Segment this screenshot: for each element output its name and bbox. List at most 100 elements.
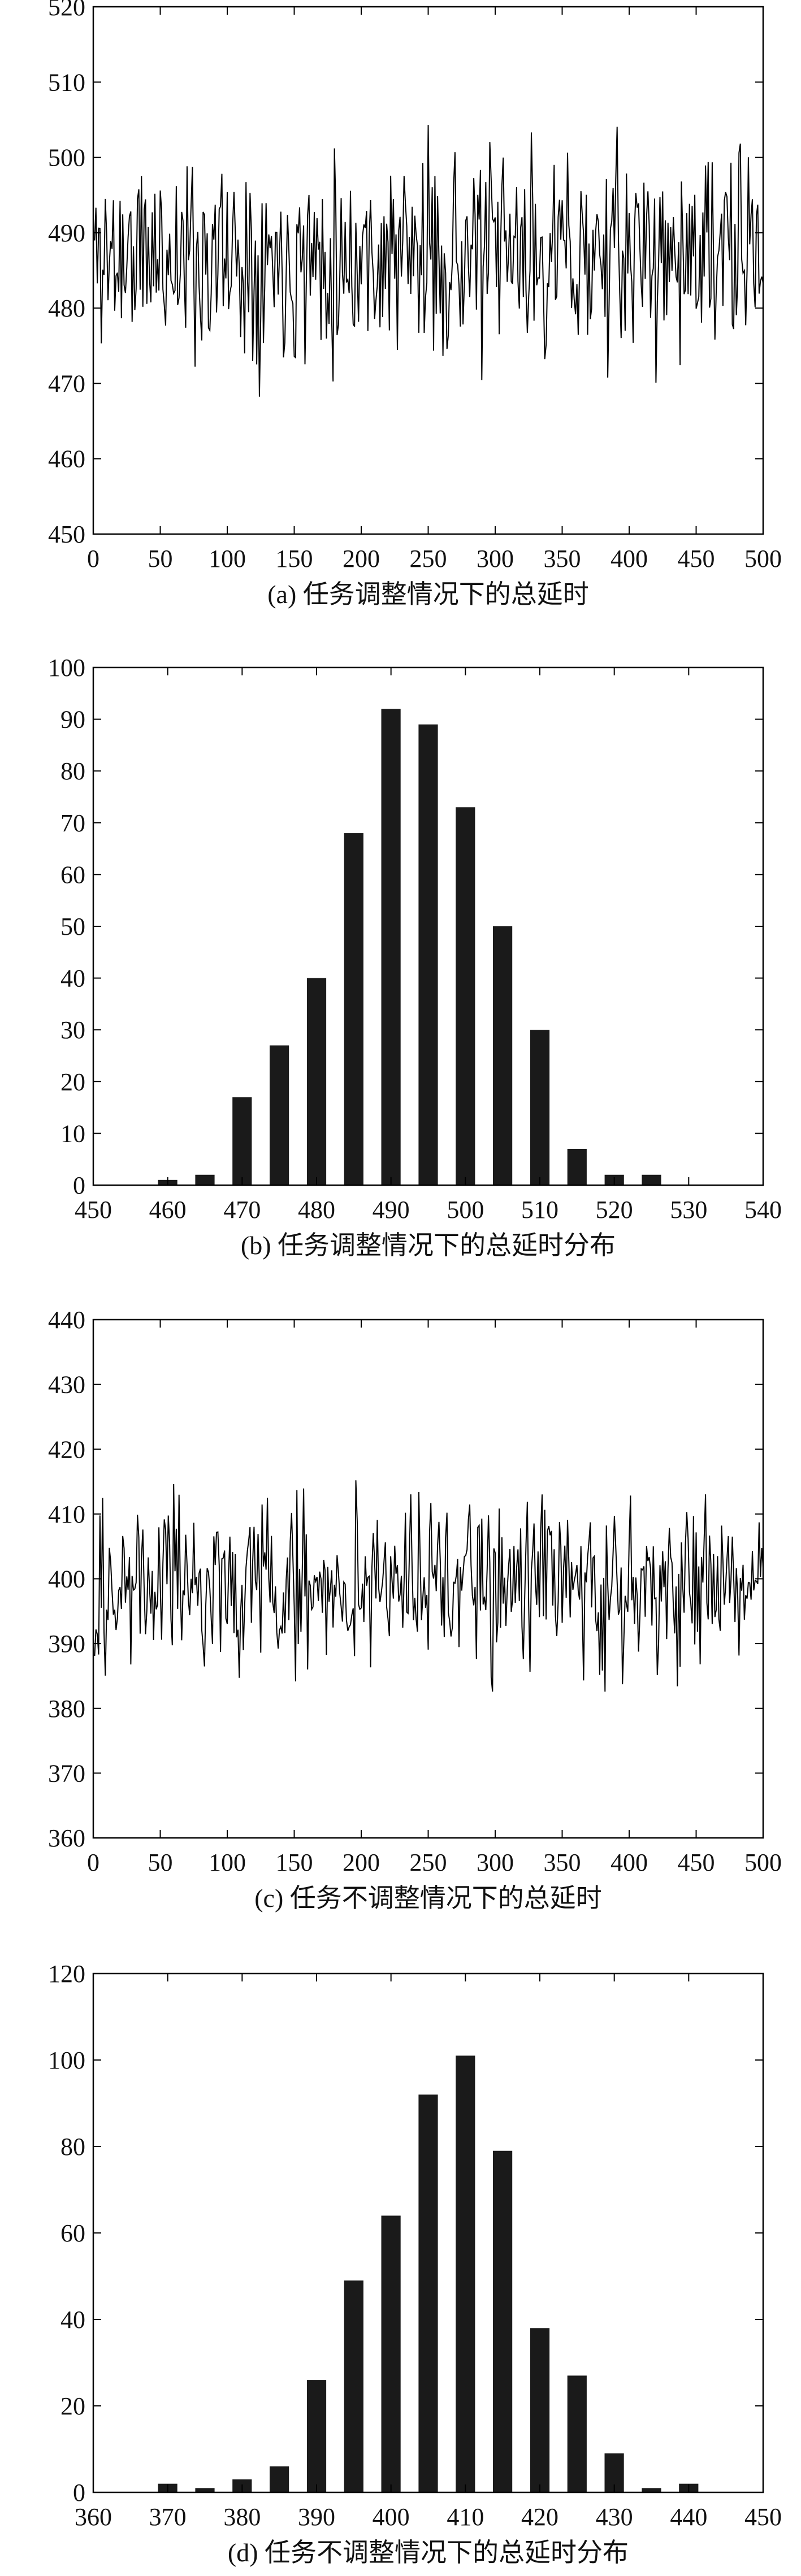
histogram-bar [567,2375,587,2492]
x-tick-label: 400 [373,2503,410,2531]
y-tick-label: 90 [60,706,85,734]
histogram-bar [306,978,327,1185]
x-tick-label: 500 [744,1849,782,1876]
y-tick-label: 50 [60,913,85,940]
x-tick-label: 370 [149,2503,187,2531]
x-tick-label: 400 [611,1849,648,1876]
plot-frame [92,666,764,1186]
x-tick-label: 300 [477,545,514,573]
histogram-bar [456,2055,475,2492]
y-tick-label: 120 [48,1960,85,1988]
series-line [94,1480,764,1692]
series-line [94,125,764,397]
histogram-bar [344,833,363,1185]
x-tick-label: 450 [678,1849,715,1876]
histogram-bar [195,1174,215,1185]
x-tick-label: 540 [744,1196,782,1224]
x-tick-label: 420 [521,2503,558,2531]
x-tick-label: 200 [343,545,380,573]
x-tick-label: 100 [209,545,246,573]
x-tick-label: 150 [276,545,313,573]
y-tick-label: 490 [48,219,85,247]
histogram-bar [195,2488,215,2492]
y-tick-label: 440 [48,1306,85,1334]
histogram-bar [493,2150,513,2492]
histogram-bar [232,1097,252,1185]
chart-panel-a: 0 50 100 150 200 250 300 350 400 450 500 450 460 470 4… [48,0,782,609]
histogram-bar [306,2380,327,2492]
histogram-bar [642,1174,661,1185]
y-tick-label: 470 [48,370,85,397]
y-tick-label: 20 [60,2392,85,2420]
histogram-bar [567,1148,587,1185]
y-tick-label: 460 [48,445,85,473]
y-tick-label: 520 [48,0,85,21]
histogram-bar [344,2280,363,2492]
y-tick-label: 370 [48,1759,85,1787]
y-tick-label: 80 [60,757,85,785]
x-tick-label: 0 [87,545,99,573]
y-tick-label: 100 [48,2046,85,2074]
x-tick-label: 0 [87,1849,99,1876]
y-tick-label: 30 [60,1016,85,1044]
y-tick-label: 10 [60,1120,85,1147]
x-tick-label: 500 [447,1196,484,1224]
histogram-bar [270,1045,289,1185]
y-tick-label: 420 [48,1436,85,1463]
y-tick-label: 100 [48,654,85,682]
y-tick-label: 40 [60,2306,85,2334]
chart-panel-b: 450 460 470 480 490 500 510 520 530 540 0 10 20 30 40 5… [48,654,782,1260]
x-tick-label: 440 [670,2503,707,2531]
y-tick-label: 500 [48,144,85,172]
y-tick-label: 0 [73,2479,85,2506]
y-tick-label: 450 [48,521,85,548]
plot-frame [92,6,764,535]
x-tick-label: 100 [209,1849,246,1876]
y-tick-label: 410 [48,1501,85,1528]
plot-frame [92,1319,764,1839]
chart-panel-d: 360 370 380 390 400 410 420 430 440 450 0 20 40 60 80 1… [48,1960,782,2567]
x-tick-label: 250 [410,1849,447,1876]
y-tick-label: 40 [60,965,85,992]
x-tick-label: 450 [744,2503,782,2531]
y-tick-label: 380 [48,1695,85,1723]
y-tick-label: 20 [60,1068,85,1096]
x-tick-label: 380 [223,2503,261,2531]
x-tick-label: 510 [521,1196,558,1224]
histogram-bar [530,2328,550,2492]
y-tick-label: 480 [48,294,85,322]
y-tick-label: 360 [48,1824,85,1852]
x-tick-label: 400 [611,545,648,573]
chart-caption: (a) 任务调整情况下的总延时 [267,580,589,609]
plot-frame [92,1972,764,2493]
y-tick-label: 390 [48,1630,85,1658]
y-tick-label: 60 [60,861,85,888]
x-tick-label: 350 [544,545,581,573]
x-tick-label: 460 [149,1196,187,1224]
histogram-bar [530,1030,550,1185]
x-tick-label: 500 [744,545,782,573]
chart-panel-c: 0 50 100 150 200 250 300 350 400 450 500 360 370 380 3… [48,1306,782,1913]
x-tick-label: 410 [447,2503,484,2531]
histogram-bar [418,724,438,1185]
histogram-bar [418,2094,438,2492]
histogram-bar [270,2466,289,2492]
x-tick-label: 50 [148,545,173,573]
histogram-bar [642,2488,661,2492]
chart-caption: (c) 任务不调整情况下的总延时 [254,1884,602,1913]
x-tick-label: 520 [596,1196,633,1224]
histogram-bar [381,2215,401,2492]
x-tick-label: 300 [477,1849,514,1876]
x-tick-label: 150 [276,1849,313,1876]
x-tick-label: 430 [596,2503,633,2531]
y-tick-label: 70 [60,809,85,837]
x-tick-label: 50 [148,1849,173,1876]
x-tick-label: 390 [298,2503,335,2531]
x-tick-label: 530 [670,1196,707,1224]
chart-caption: (b) 任务调整情况下的总延时分布 [241,1231,616,1260]
x-tick-label: 490 [373,1196,410,1224]
x-tick-label: 450 [75,1196,112,1224]
y-tick-label: 80 [60,2133,85,2161]
x-tick-label: 250 [410,545,447,573]
